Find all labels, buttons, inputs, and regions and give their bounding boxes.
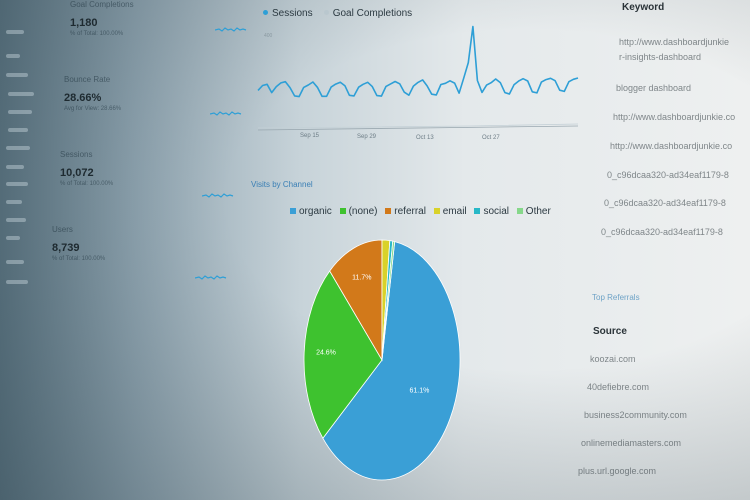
legend-label: Sessions bbox=[272, 8, 313, 19]
legend-label: Other bbox=[525, 206, 551, 217]
sidebar-item[interactable] bbox=[6, 260, 24, 264]
x-tick-label: Oct 27 bbox=[482, 135, 500, 141]
legend-label: Goal Completions bbox=[332, 8, 413, 19]
sidebar-item[interactable] bbox=[6, 73, 28, 77]
legend-item-organic[interactable]: organic bbox=[290, 206, 332, 217]
keyword-row[interactable]: http://www.dashboardjunkie.co bbox=[610, 141, 733, 151]
metric-label: Bounce Rate bbox=[64, 75, 111, 84]
metric-bounce-rate: Bounce Rate 28.66% Avg for View: 28.66% bbox=[64, 75, 121, 112]
keyword-row[interactable]: http://www.dashboardjunkie.co bbox=[613, 112, 736, 122]
sidebar-item[interactable] bbox=[6, 218, 26, 222]
legend-item-referral[interactable]: referral bbox=[385, 206, 426, 217]
sparkline bbox=[202, 193, 234, 198]
source-row[interactable]: business2community.com bbox=[584, 410, 687, 420]
source-row[interactable]: plus.url.google.com bbox=[578, 466, 657, 476]
pie-slice-label: 11.7% bbox=[352, 274, 371, 281]
legend-item-other[interactable]: Other bbox=[516, 206, 551, 217]
legend-item-social[interactable]: social bbox=[474, 206, 509, 217]
metric-label: Users bbox=[52, 225, 73, 234]
keyword-row[interactable]: r-insights-dashboard bbox=[619, 52, 702, 62]
sidebar-item[interactable] bbox=[6, 146, 30, 150]
metric-value: 8,739 bbox=[52, 242, 80, 254]
metric-value: 1,180 bbox=[70, 17, 98, 29]
source-row[interactable]: 40defiebre.com bbox=[587, 382, 650, 392]
metric-sub: % of Total: 100.00% bbox=[70, 31, 124, 37]
legend-swatch bbox=[474, 207, 481, 214]
sidebar-item[interactable] bbox=[6, 30, 24, 34]
legend-swatch bbox=[263, 10, 268, 16]
sidebar-item[interactable] bbox=[8, 92, 34, 96]
series-line-sessions bbox=[257, 25, 579, 98]
line-chart-legend: Sessions Goal Completions bbox=[263, 8, 412, 19]
sparkline bbox=[215, 27, 247, 32]
y-axis-max-label: 400 bbox=[264, 33, 273, 39]
source-row[interactable]: koozai.com bbox=[590, 354, 636, 364]
keyword-row[interactable]: blogger dashboard bbox=[616, 83, 692, 93]
pie-slice-label: 24.6% bbox=[316, 350, 336, 357]
x-tick-label: Oct 13 bbox=[416, 135, 434, 141]
sidebar-item[interactable] bbox=[6, 236, 20, 240]
metric-goal-completions: Goal Completions 1,180 % of Total: 100.0… bbox=[70, 0, 134, 37]
top-referrals-link[interactable]: Top Referrals bbox=[592, 293, 640, 302]
pie-chart-legend: organic (none) referral email social Oth… bbox=[290, 206, 556, 217]
pie-slice-organic[interactable] bbox=[322, 241, 461, 481]
legend-label: social bbox=[483, 206, 510, 217]
metric-value: 10,072 bbox=[60, 167, 94, 179]
legend-swatch bbox=[339, 207, 346, 214]
legend-label: referral bbox=[394, 206, 426, 217]
keyword-row[interactable]: 0_c96dcaa320-ad34eaf1179-8 bbox=[607, 170, 729, 180]
sparkline bbox=[210, 111, 242, 116]
sidebar-item[interactable] bbox=[6, 280, 28, 284]
keyword-row[interactable]: 0_c96dcaa320-ad34eaf1179-8 bbox=[604, 198, 726, 208]
metric-label: Sessions bbox=[60, 150, 93, 159]
metric-label: Goal Completions bbox=[70, 0, 134, 9]
metric-sub: % of Total: 100.00% bbox=[60, 181, 114, 187]
keyword-row[interactable]: http://www.dashboardjunkie bbox=[619, 37, 730, 47]
legend-swatch bbox=[516, 207, 523, 214]
legend-item-email[interactable]: email bbox=[433, 206, 467, 217]
sidebar-item[interactable] bbox=[6, 182, 28, 186]
legend-label: organic bbox=[299, 206, 332, 217]
series-line-goal-completions bbox=[257, 123, 579, 129]
legend-label: (none) bbox=[348, 206, 378, 217]
metric-sub: Avg for View: 28.66% bbox=[64, 106, 122, 112]
pie-slice-label: 61.1% bbox=[409, 387, 429, 394]
sidebar-item[interactable] bbox=[6, 54, 20, 58]
legend-item-none[interactable]: (none) bbox=[339, 206, 378, 217]
legend-swatch bbox=[385, 207, 392, 214]
legend-swatch bbox=[323, 10, 329, 16]
legend-swatch bbox=[290, 207, 296, 214]
sidebar-item[interactable] bbox=[8, 110, 32, 114]
sessions-line-chart[interactable] bbox=[250, 20, 580, 135]
metric-value: 28.66% bbox=[64, 92, 102, 104]
metric-sub: % of Total: 100.00% bbox=[52, 256, 106, 262]
source-row[interactable]: onlinemediamasters.com bbox=[581, 438, 682, 448]
legend-label: email bbox=[442, 206, 467, 217]
metric-users: Users 8,739 % of Total: 100.00% bbox=[52, 225, 105, 262]
pie-slice-referral[interactable] bbox=[329, 239, 383, 362]
legend-item-goal-completions[interactable]: Goal Completions bbox=[323, 8, 413, 19]
keyword-row[interactable]: 0_c96dcaa320-ad34eaf1179-8 bbox=[601, 227, 723, 237]
keyword-header: Keyword bbox=[622, 2, 665, 13]
sidebar-item[interactable] bbox=[8, 128, 28, 132]
metric-sessions: Sessions 10,072 % of Total: 100.00% bbox=[60, 150, 113, 187]
sidebar-item[interactable] bbox=[6, 200, 22, 204]
pie-slice-Other[interactable] bbox=[381, 240, 396, 361]
x-tick-label: Sep 15 bbox=[300, 133, 320, 139]
source-header: Source bbox=[593, 326, 627, 337]
visits-by-channel-pie-chart[interactable]: 61.1% 24.6% 11.7% bbox=[300, 238, 470, 488]
pie-chart-title: Visits by Channel bbox=[251, 180, 313, 189]
pie-slice-none[interactable] bbox=[303, 270, 383, 439]
legend-item-sessions[interactable]: Sessions bbox=[263, 8, 313, 19]
legend-swatch bbox=[433, 207, 440, 214]
sparkline bbox=[195, 275, 227, 280]
sidebar-item[interactable] bbox=[6, 165, 24, 169]
x-tick-label: Sep 29 bbox=[357, 134, 377, 140]
left-sidebar bbox=[0, 0, 45, 500]
x-axis-line bbox=[257, 125, 579, 131]
